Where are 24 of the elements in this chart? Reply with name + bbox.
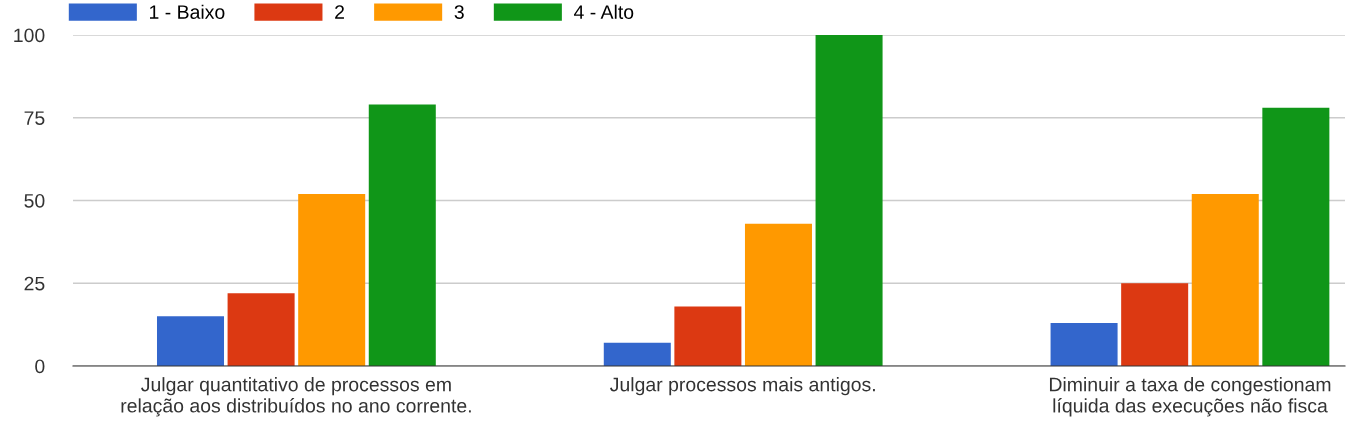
bar (368, 104, 436, 366)
bar (1121, 283, 1189, 366)
bar (227, 293, 295, 366)
bar (744, 223, 812, 366)
bar (1262, 107, 1330, 366)
x-tick-label: Diminuir a taxa de congestionam líquida das execuções não fisca (1049, 377, 1331, 417)
bar (815, 35, 883, 366)
y-tick-label: 100 (14, 28, 45, 43)
legend-label: 2 (335, 5, 344, 19)
y-tick-label: 75 (24, 111, 45, 125)
bar (157, 316, 225, 366)
y-tick-label: 25 (24, 276, 45, 291)
bar (1050, 322, 1118, 366)
legend-label: 3 (454, 5, 464, 19)
x-tick-label: Julgar processos mais antigos. (610, 377, 875, 396)
legend-label: 4 - Alto (573, 4, 634, 19)
bar (603, 342, 671, 366)
bar (298, 193, 366, 366)
y-tick-label: 50 (24, 193, 45, 208)
bar (674, 306, 742, 366)
y-tick-label: 0 (35, 359, 45, 374)
x-tick-label: Julgar quantitativo de processos em relação aos distribuídos no ano corrente. (121, 377, 471, 417)
bar (1191, 193, 1259, 366)
legend-label: 1 - Baixo (150, 4, 225, 19)
